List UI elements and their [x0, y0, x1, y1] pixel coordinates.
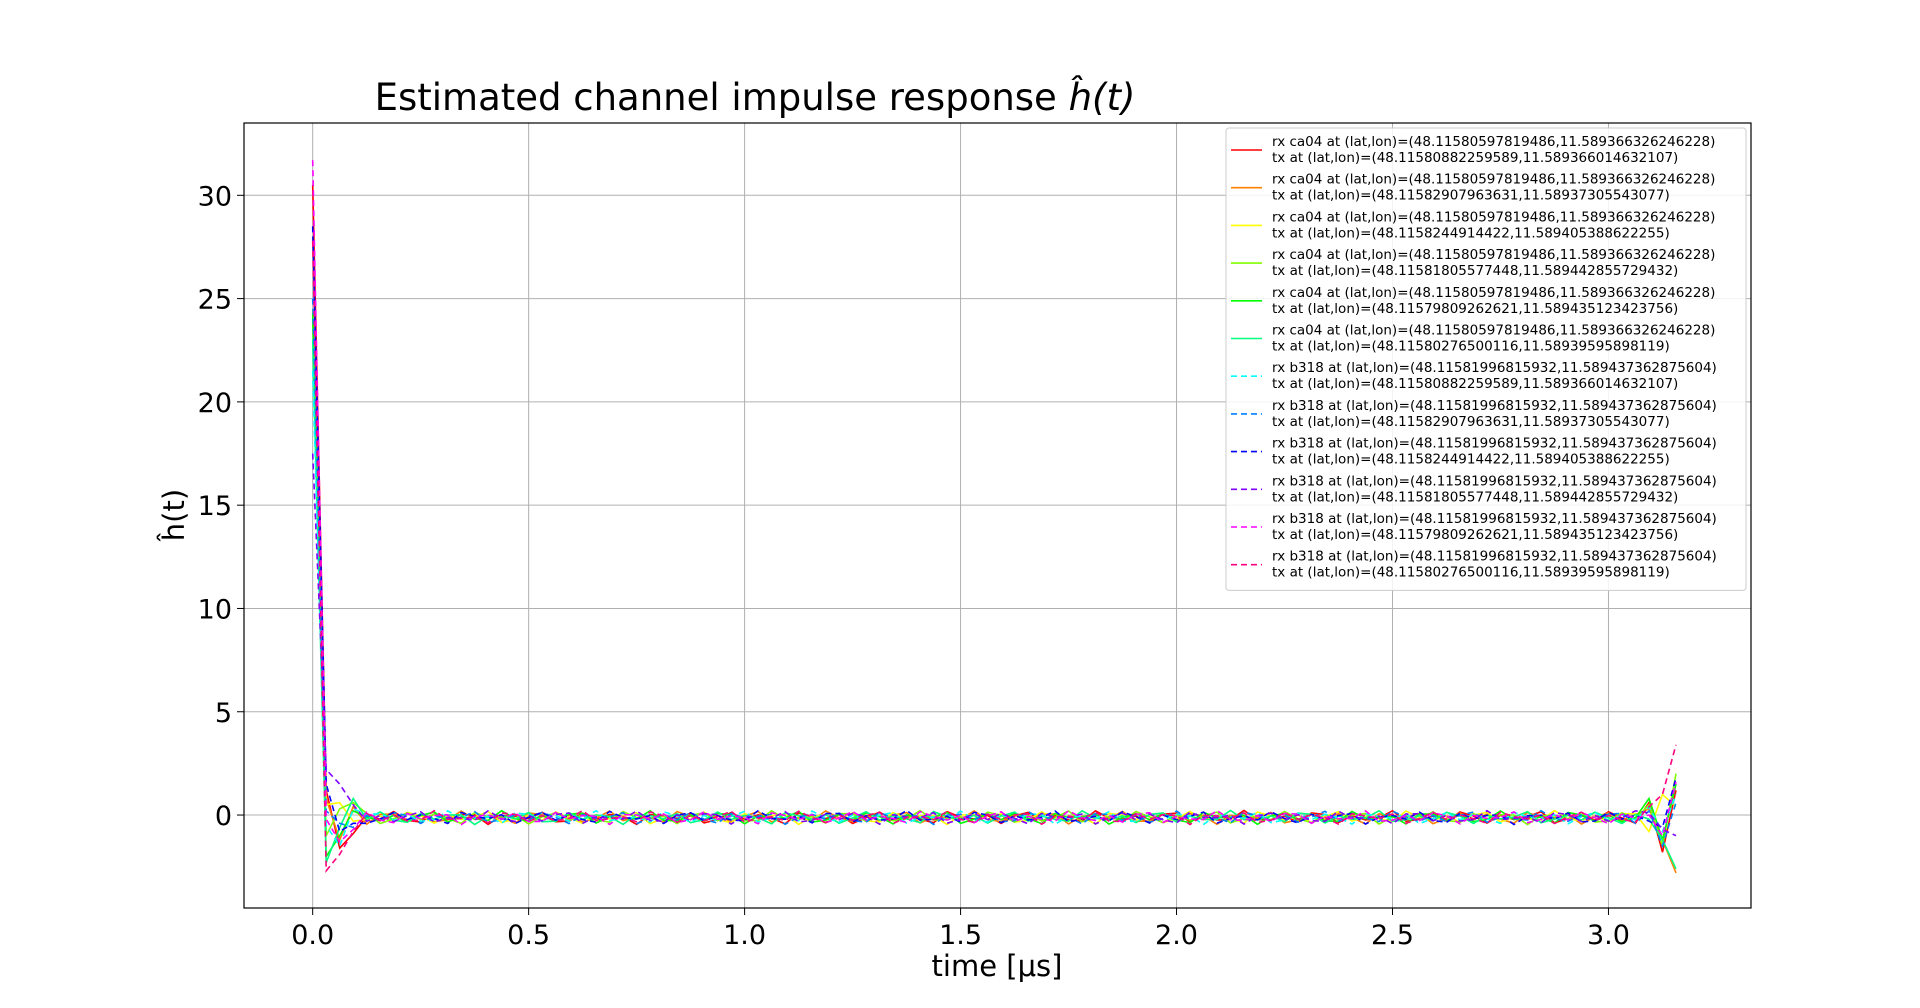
legend-label: tx at (lat,lon)=(48.11579809262621,11.58… [1272, 527, 1678, 543]
y-ticks: 0 5 10 15 20 25 30 [198, 181, 244, 832]
x-axis-label: time [μs] [932, 949, 1063, 983]
legend-label: rx b318 at (lat,lon)=(48.11581996815932,… [1272, 511, 1717, 527]
legend-label: rx ca04 at (lat,lon)=(48.11580597819486,… [1272, 172, 1715, 188]
legend-label: rx b318 at (lat,lon)=(48.11581996815932,… [1272, 549, 1717, 565]
series-line [311, 226, 1677, 833]
legend-box [1225, 127, 1747, 591]
legend-label: tx at (lat,lon)=(48.11580276500116,11.58… [1272, 339, 1670, 355]
legend-label: tx at (lat,lon)=(48.11581805577448,11.58… [1272, 263, 1678, 279]
legend: rx ca04 at (lat,lon)=(48.11580597819486,… [1225, 127, 1747, 591]
y-tick-label: 15 [198, 491, 232, 522]
y-tick-label: 5 [215, 698, 232, 729]
y-tick-label: 0 [215, 801, 232, 832]
legend-label: tx at (lat,lon)=(48.11579809262621,11.58… [1272, 301, 1678, 317]
plot-series [311, 160, 1677, 874]
legend-label: rx ca04 at (lat,lon)=(48.11580597819486,… [1272, 134, 1715, 150]
y-tick-label: 10 [198, 594, 232, 625]
y-tick-label: 30 [198, 181, 232, 212]
x-tick-label: 2.5 [1371, 920, 1414, 951]
legend-label: rx b318 at (lat,lon)=(48.11581996815932,… [1272, 398, 1717, 414]
y-axis-label: ĥ(t) [157, 489, 191, 542]
legend-label: tx at (lat,lon)=(48.1158244914422,11.589… [1272, 225, 1670, 241]
legend-label: rx ca04 at (lat,lon)=(48.11580597819486,… [1272, 323, 1715, 339]
legend-label: tx at (lat,lon)=(48.11580882259589,11.58… [1272, 376, 1678, 392]
legend-label: rx ca04 at (lat,lon)=(48.11580597819486,… [1272, 285, 1715, 301]
x-tick-label: 1.5 [939, 920, 982, 951]
legend-label: rx ca04 at (lat,lon)=(48.11580597819486,… [1272, 247, 1715, 263]
chart-title: Estimated channel impulse response ĥ(t) [375, 75, 1136, 119]
legend-label: rx b318 at (lat,lon)=(48.11581996815932,… [1272, 473, 1717, 489]
legend-label: tx at (lat,lon)=(48.11580276500116,11.58… [1272, 565, 1670, 581]
y-tick-label: 25 [198, 285, 232, 316]
legend-label: rx b318 at (lat,lon)=(48.11581996815932,… [1272, 360, 1717, 376]
legend-label: tx at (lat,lon)=(48.11581805577448,11.58… [1272, 489, 1678, 505]
legend-label: rx ca04 at (lat,lon)=(48.11580597819486,… [1272, 209, 1715, 225]
legend-label: tx at (lat,lon)=(48.11580882259589,11.58… [1272, 150, 1678, 166]
series-line [311, 240, 1677, 873]
y-tick-label: 20 [198, 388, 232, 419]
x-tick-label: 2.0 [1155, 920, 1198, 951]
legend-label: rx b318 at (lat,lon)=(48.11581996815932,… [1272, 436, 1717, 452]
x-tick-label: 3.0 [1587, 920, 1630, 951]
legend-label: tx at (lat,lon)=(48.1158244914422,11.589… [1272, 452, 1670, 468]
plot-frame [243, 122, 1752, 909]
x-ticks: 0.0 0.5 1.0 1.5 2.0 2.5 3.0 [291, 908, 1630, 951]
x-tick-label: 0.5 [507, 920, 550, 951]
series-line [311, 453, 1677, 837]
legend-label: tx at (lat,lon)=(48.11582907963631,11.58… [1272, 188, 1670, 204]
series-line [311, 160, 1677, 844]
legend-label: tx at (lat,lon)=(48.11582907963631,11.58… [1272, 414, 1670, 430]
x-tick-label: 1.0 [723, 920, 766, 951]
x-tick-label: 0.0 [291, 920, 334, 951]
